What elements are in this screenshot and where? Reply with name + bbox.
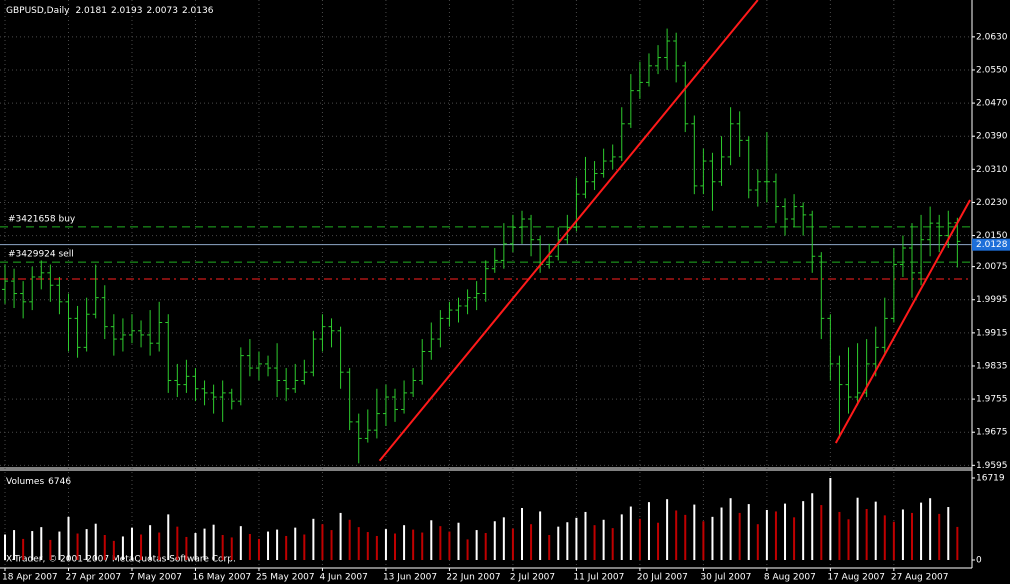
y-tick-label: 2.0230 xyxy=(976,198,1008,208)
last-high: 2.0193 xyxy=(111,6,143,16)
y-tick-label: 1.9835 xyxy=(976,361,1008,371)
copyright: X-Trader, © 2001-2007 MetaQuotas Softwar… xyxy=(6,555,236,565)
y-tick-label: 2.0630 xyxy=(976,32,1008,42)
y-tick-label: 2.0075 xyxy=(976,262,1008,272)
volume-name: Volumes xyxy=(6,477,44,487)
trendline xyxy=(378,0,759,462)
y-tick-label: 1.9675 xyxy=(976,428,1008,438)
x-tick-label: 16 May 2007 xyxy=(192,573,251,583)
y-tick-label: 2.0150 xyxy=(976,231,1008,241)
order-label: #3429924 sell xyxy=(8,250,74,260)
y-tick-label: 2.0470 xyxy=(976,99,1008,109)
y-tick-label: 1.9915 xyxy=(976,328,1008,338)
x-tick-label: 27 Apr 2007 xyxy=(65,573,121,583)
y-tick-label: 2.0390 xyxy=(976,132,1008,142)
x-tick-label: 18 Apr 2007 xyxy=(2,573,58,583)
volume-tick-label: 16719 xyxy=(976,474,1005,484)
trendline xyxy=(834,199,971,444)
y-tick-label: 2.0310 xyxy=(976,165,1008,175)
last-volume: 6746 xyxy=(48,477,71,487)
last-close: 2.0136 xyxy=(182,6,214,16)
x-tick-label: 7 May 2007 xyxy=(129,573,182,583)
bid-label: 2.0128 xyxy=(976,240,1008,250)
chart-title: GBPUSD,Daily 2.0181 2.0193 2.0073 2.0136 xyxy=(6,6,214,16)
x-tick-label: 8 Aug 2007 xyxy=(764,573,816,583)
x-tick-label: 20 Jul 2007 xyxy=(637,573,688,583)
y-tick-label: 2.0550 xyxy=(976,65,1008,75)
bid-label-bg xyxy=(972,238,1010,251)
last-low: 2.0073 xyxy=(146,6,178,16)
x-tick-label: 11 Jul 2007 xyxy=(573,573,624,583)
x-tick-label: 17 Aug 2007 xyxy=(827,573,885,583)
x-tick-label: 27 Aug 2007 xyxy=(891,573,949,583)
x-tick-label: 4 Jun 2007 xyxy=(319,573,367,583)
x-tick-label: 2 Jul 2007 xyxy=(510,573,555,583)
y-tick-label: 1.9595 xyxy=(976,461,1008,471)
last-open: 2.0181 xyxy=(75,6,107,16)
volume-title: Volumes 6746 xyxy=(6,477,71,487)
x-tick-label: 30 Jul 2007 xyxy=(700,573,751,583)
symbol: GBPUSD,Daily xyxy=(6,6,70,16)
order-label: #3421658 buy xyxy=(8,214,76,224)
x-tick-label: 22 Jun 2007 xyxy=(446,573,500,583)
volume-tick-label: 0 xyxy=(976,556,982,566)
y-tick-label: 1.9995 xyxy=(976,295,1008,305)
x-tick-label: 25 May 2007 xyxy=(256,573,315,583)
x-tick-label: 13 Jun 2007 xyxy=(383,573,437,583)
y-tick-label: 1.9755 xyxy=(976,395,1008,405)
